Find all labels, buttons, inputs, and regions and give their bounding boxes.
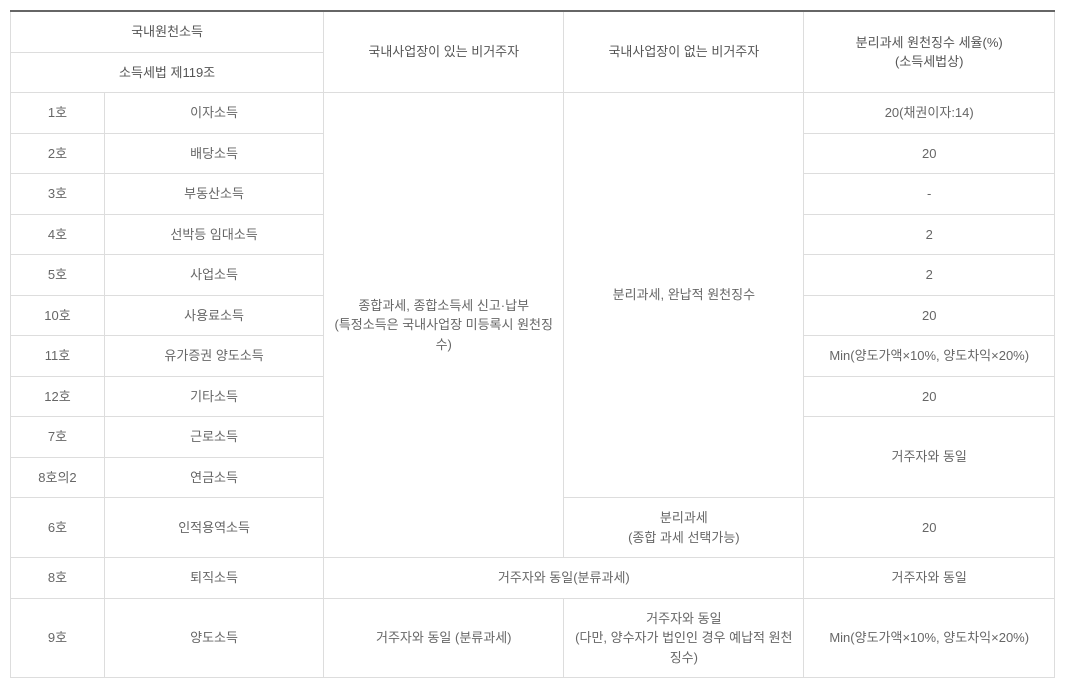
cell-num: 8호의2 [11,457,105,498]
cell-rate: - [804,174,1055,215]
header-with: 국내사업장이 있는 비거주자 [324,11,564,93]
cell-num: 11호 [11,336,105,377]
cell-type: 근로소득 [104,417,323,458]
cell-type: 배당소득 [104,133,323,174]
cell-rate: Min(양도가액×10%, 양도차익×20%) [804,598,1055,678]
table-row: 8호 퇴직소득 거주자와 동일(분류과세) 거주자와 동일 [11,558,1055,599]
cell-num: 4호 [11,214,105,255]
cell-type: 사업소득 [104,255,323,296]
cell-type: 기타소득 [104,376,323,417]
cell-rate: 20 [804,376,1055,417]
cell-type: 이자소득 [104,93,323,134]
cell-type: 선박등 임대소득 [104,214,323,255]
cell-type: 양도소득 [104,598,323,678]
cell-num: 8호 [11,558,105,599]
table-row: 1호 이자소득 종합과세, 종합소득세 신고·납부(특정소득은 국내사업장 미등… [11,93,1055,134]
cell-num: 12호 [11,376,105,417]
header-rate: 분리과세 원천징수 세율(%)(소득세법상) [804,11,1055,93]
cell-type: 사용료소득 [104,295,323,336]
cell-with-merged: 종합과세, 종합소득세 신고·납부(특정소득은 국내사업장 미등록시 원천징수) [324,93,564,558]
cell-num: 5호 [11,255,105,296]
cell-num: 9호 [11,598,105,678]
cell-type: 퇴직소득 [104,558,323,599]
cell-num: 6호 [11,498,105,558]
cell-type: 인적용역소득 [104,498,323,558]
cell-rate: Min(양도가액×10%, 양도차익×20%) [804,336,1055,377]
cell-rate: 2 [804,214,1055,255]
cell-retire-merged: 거주자와 동일(분류과세) [324,558,804,599]
cell-rate: 2 [804,255,1055,296]
cell-type: 유가증권 양도소득 [104,336,323,377]
cell-num: 7호 [11,417,105,458]
cell-type: 연금소득 [104,457,323,498]
header-without: 국내사업장이 없는 비거주자 [564,11,804,93]
cell-num: 2호 [11,133,105,174]
cell-transfer-without: 거주자와 동일(다만, 양수자가 법인인 경우 예납적 원천징수) [564,598,804,678]
cell-without-personal: 분리과세(종합 과세 선택가능) [564,498,804,558]
cell-type: 부동산소득 [104,174,323,215]
cell-rate: 20 [804,498,1055,558]
cell-num: 1호 [11,93,105,134]
header-group-sub: 소득세법 제119조 [11,52,324,93]
cell-without-merged: 분리과세, 완납적 원천징수 [564,93,804,498]
cell-rate: 20(채권이자:14) [804,93,1055,134]
header-group-top: 국내원천소득 [11,11,324,52]
cell-rate: 20 [804,295,1055,336]
cell-num: 3호 [11,174,105,215]
cell-rate: 20 [804,133,1055,174]
table-row: 9호 양도소득 거주자와 동일 (분류과세) 거주자와 동일(다만, 양수자가 … [11,598,1055,678]
cell-rate: 거주자와 동일 [804,558,1055,599]
cell-transfer-with: 거주자와 동일 (분류과세) [324,598,564,678]
cell-rate-merged: 거주자와 동일 [804,417,1055,498]
cell-num: 10호 [11,295,105,336]
tax-table: 국내원천소득 국내사업장이 있는 비거주자 국내사업장이 없는 비거주자 분리과… [10,10,1055,678]
